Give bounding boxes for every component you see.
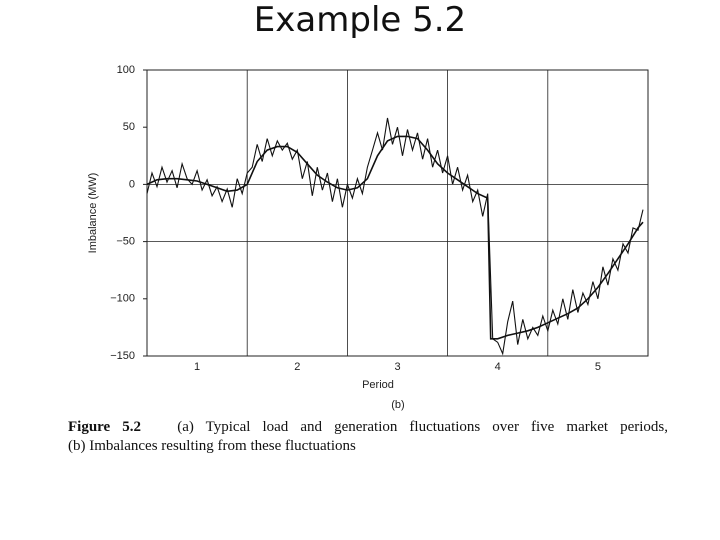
plot-frame (146, 69, 649, 357)
caption-text: (a) Typical load and generation fluctuat… (177, 419, 669, 435)
caption: Figure 5.2 (a) Typical load and generati… (68, 418, 668, 456)
caption-label: Figure 5.2 (68, 419, 142, 435)
x-axis-label: Period (362, 379, 394, 391)
y-tick-label: −150 (110, 350, 135, 362)
x-tick-label: 2 (294, 361, 300, 373)
y-tick-label: −100 (110, 293, 135, 305)
x-tick-label: 1 (194, 361, 200, 373)
x-tick-label: 4 (495, 361, 501, 373)
data-line (146, 135, 644, 340)
data-line (146, 117, 644, 356)
y-tick-label: 100 (117, 64, 135, 76)
caption-line: Figure 5.2 (a) Typical load and generati… (68, 418, 668, 437)
chart-subtitle: (b) (391, 399, 404, 411)
y-axis-label: Imbalance (MW) (87, 173, 99, 254)
y-tick-label: 0 (129, 178, 135, 190)
x-tick-label: 3 (394, 361, 400, 373)
x-tick-label: 5 (595, 361, 601, 373)
slide-title: Example 5.2 (253, 0, 467, 40)
y-tick-label: −50 (116, 236, 135, 248)
caption-line: (b) Imbalances resulting from these fluc… (68, 438, 356, 454)
y-tick-label: 50 (123, 121, 135, 133)
